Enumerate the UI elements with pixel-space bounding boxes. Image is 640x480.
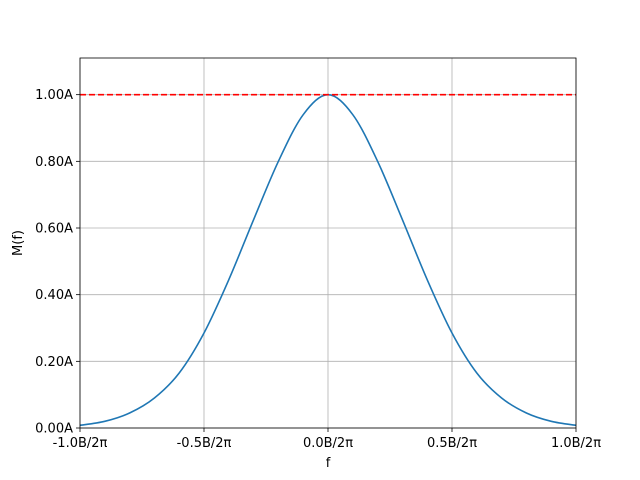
y-tick-label: 0.00A [35, 422, 73, 437]
y-tick-label: 0.80A [35, 155, 73, 170]
ticks: -1.0B/2π -0.5B/2π 0.0B/2π 0.5B/2π 1.0B/2π 0.0… [35, 88, 601, 451]
x-tick-label: -0.5B/2π [177, 436, 232, 451]
x-tick-label: 1.0B/2π [551, 436, 601, 451]
y-axis-label: M(f) [11, 230, 26, 256]
y-tick-label: 1.00A [35, 88, 73, 103]
y-tick-label: 0.20A [35, 355, 73, 370]
y-tick-label: 0.60A [35, 222, 73, 237]
x-tick-label: 0.0B/2π [303, 436, 353, 451]
y-tick-label: 0.40A [35, 288, 73, 303]
x-tick-label: 0.5B/2π [427, 436, 477, 451]
x-axis-label: f [326, 456, 331, 471]
x-tick-label: -1.0B/2π [53, 436, 108, 451]
series-layer [79, 93, 577, 427]
